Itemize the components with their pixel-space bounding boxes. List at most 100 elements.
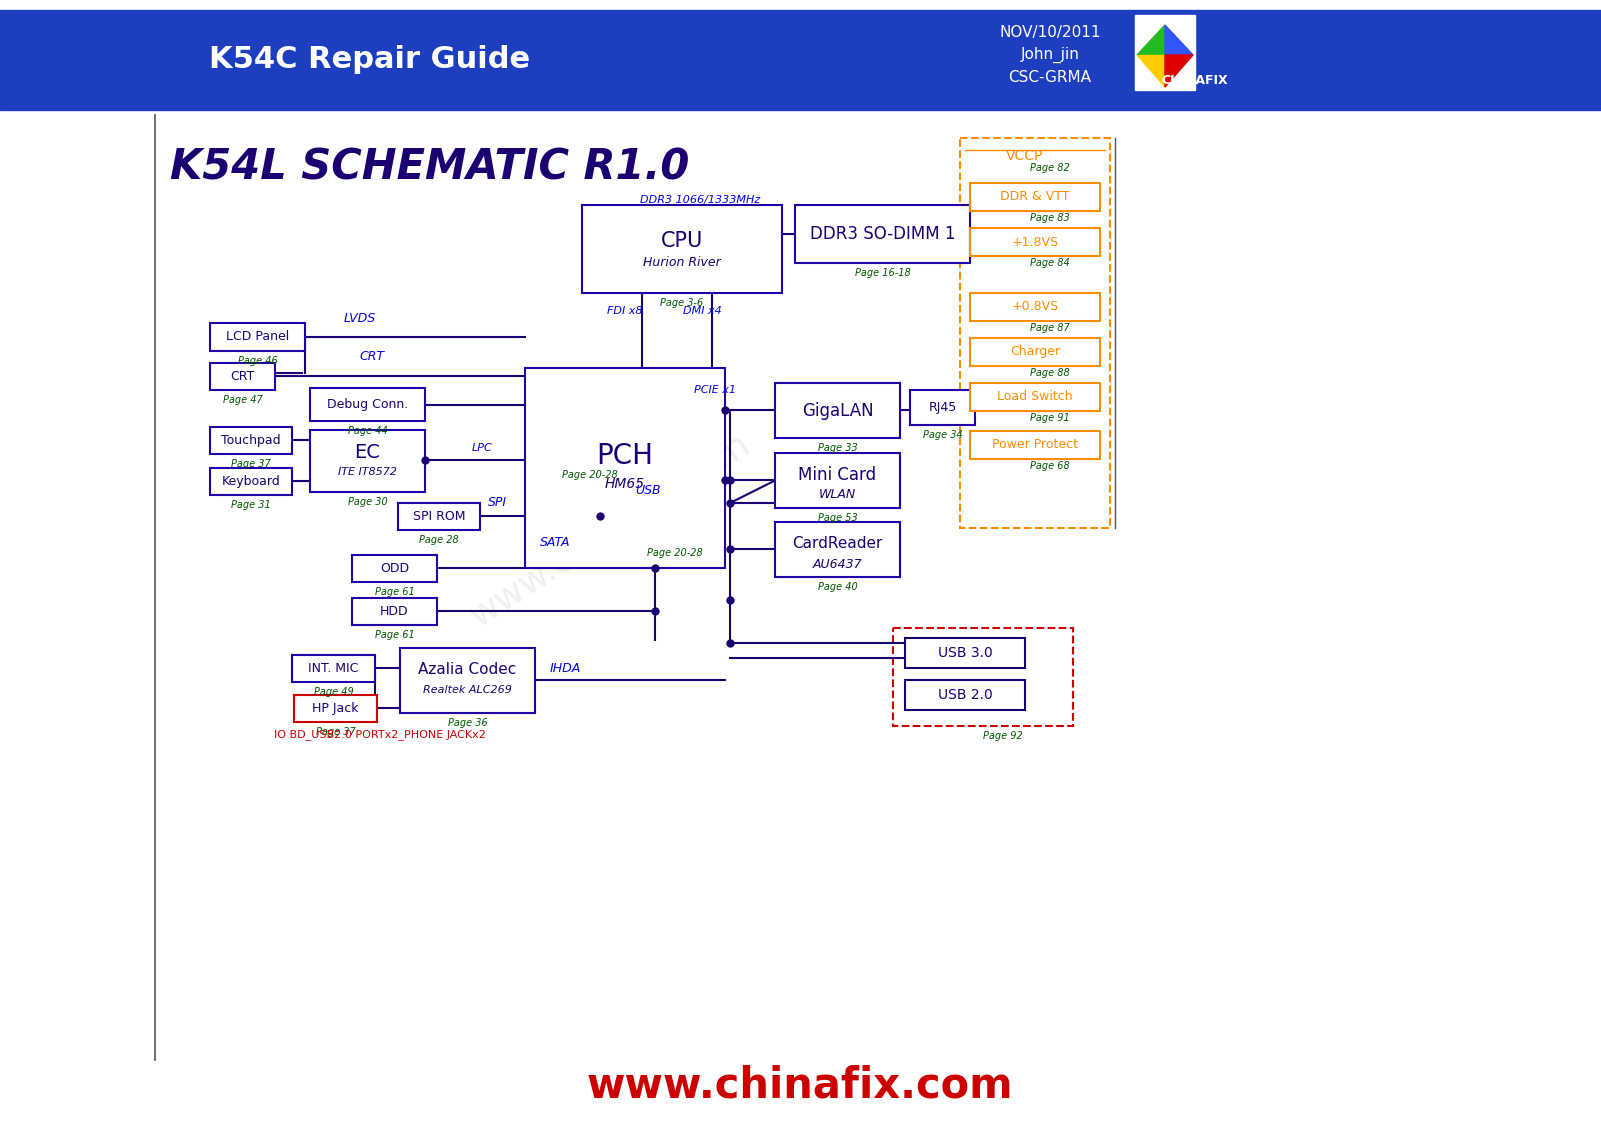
Text: www.chinafix.com: www.chinafix.com <box>586 1064 1013 1106</box>
Bar <box>210 323 306 351</box>
Text: FDI x8: FDI x8 <box>607 306 642 316</box>
Text: WLAN: WLAN <box>818 489 857 501</box>
Text: Page 44: Page 44 <box>347 426 387 436</box>
Text: Page 87: Page 87 <box>1029 323 1069 333</box>
Text: Page 92: Page 92 <box>983 731 1023 741</box>
Text: NOV/10/2011: NOV/10/2011 <box>999 25 1101 40</box>
Text: DDR & VTT: DDR & VTT <box>1001 190 1069 204</box>
Bar <box>0 10 1601 105</box>
Text: Page 16-18: Page 16-18 <box>855 268 911 278</box>
Text: Realtek ALC269: Realtek ALC269 <box>423 685 512 695</box>
Text: CRT: CRT <box>360 350 384 362</box>
Bar <box>905 680 1025 710</box>
Text: PCIE x1: PCIE x1 <box>693 385 736 395</box>
Text: Page 83: Page 83 <box>1029 213 1069 223</box>
Bar <box>796 205 970 263</box>
Text: DMI x4: DMI x4 <box>682 306 722 316</box>
Text: Charger: Charger <box>1010 345 1060 359</box>
Text: Page 88: Page 88 <box>1029 368 1069 378</box>
Text: HM65: HM65 <box>605 477 645 491</box>
Bar <box>525 368 725 568</box>
Text: Page 33: Page 33 <box>818 443 858 453</box>
Bar <box>210 468 291 495</box>
Bar <box>909 391 975 424</box>
Text: Page 30: Page 30 <box>347 497 387 507</box>
Text: AU6437: AU6437 <box>813 557 863 571</box>
Text: USB 3.0: USB 3.0 <box>938 646 993 660</box>
Bar <box>970 293 1100 321</box>
Text: Power Protect: Power Protect <box>993 438 1077 452</box>
Polygon shape <box>1166 55 1193 87</box>
Bar <box>905 638 1025 668</box>
Text: Page 34: Page 34 <box>922 430 962 440</box>
Polygon shape <box>1137 25 1166 55</box>
Text: LVDS: LVDS <box>344 311 376 325</box>
Text: SATA: SATA <box>540 537 570 549</box>
Text: VCCP: VCCP <box>1007 149 1044 163</box>
Text: +0.8VS: +0.8VS <box>1012 300 1058 314</box>
Text: Page 84: Page 84 <box>1029 258 1069 268</box>
Bar <box>399 503 480 530</box>
Text: Azalia Codec: Azalia Codec <box>418 662 517 677</box>
Bar <box>970 228 1100 256</box>
Text: CHINAFIX: CHINAFIX <box>1162 74 1228 86</box>
Text: USB 2.0: USB 2.0 <box>938 688 993 702</box>
Text: IO BD_USB2.0 PORTx2_PHONE JACKx2: IO BD_USB2.0 PORTx2_PHONE JACKx2 <box>274 729 487 740</box>
Text: Page 37: Page 37 <box>231 458 271 469</box>
Text: John_jin: John_jin <box>1020 46 1079 63</box>
Text: Page 68: Page 68 <box>1029 461 1069 471</box>
Text: DDR3 1066/1333MHz: DDR3 1066/1333MHz <box>640 195 760 205</box>
Text: Page 46: Page 46 <box>237 355 277 366</box>
Text: PCH: PCH <box>597 441 653 470</box>
Text: Page 91: Page 91 <box>1029 413 1069 423</box>
Text: Page 20-28: Page 20-28 <box>562 470 618 480</box>
Bar <box>961 138 1109 528</box>
Bar <box>583 205 781 293</box>
Polygon shape <box>1137 55 1166 87</box>
Text: Page 31: Page 31 <box>231 500 271 511</box>
Text: LCD Panel: LCD Panel <box>226 331 290 343</box>
Text: LPC: LPC <box>472 443 493 453</box>
Text: DDR3 SO-DIMM 1: DDR3 SO-DIMM 1 <box>810 225 956 243</box>
Text: Page 61: Page 61 <box>375 588 415 597</box>
Text: USB: USB <box>636 483 661 497</box>
Bar <box>893 628 1073 726</box>
Text: Touchpad: Touchpad <box>221 434 280 447</box>
Text: Debug Conn.: Debug Conn. <box>327 398 408 411</box>
Text: CPU: CPU <box>661 231 703 251</box>
Bar <box>775 453 900 508</box>
Bar <box>210 363 275 391</box>
Text: HDD: HDD <box>379 604 408 618</box>
Bar <box>311 388 424 421</box>
Text: CRT: CRT <box>231 370 255 383</box>
Bar <box>400 648 535 713</box>
Text: K54C Repair Guide: K54C Repair Guide <box>210 45 530 75</box>
Text: Load Switch: Load Switch <box>997 391 1073 403</box>
Bar <box>970 431 1100 458</box>
Bar <box>970 383 1100 411</box>
Bar <box>775 522 900 577</box>
Bar <box>0 105 1601 110</box>
Bar <box>311 430 424 492</box>
Text: Page 53: Page 53 <box>818 513 858 523</box>
Text: Page 28: Page 28 <box>419 535 459 544</box>
Text: Page 49: Page 49 <box>314 687 354 697</box>
Text: Keyboard: Keyboard <box>221 475 280 488</box>
Bar <box>291 655 375 681</box>
Text: INT. MIC: INT. MIC <box>309 662 359 675</box>
Bar <box>295 695 376 722</box>
Text: GigaLAN: GigaLAN <box>802 402 873 420</box>
Text: www.chinafix.com: www.chinafix.com <box>464 427 756 633</box>
Text: Page 3-6: Page 3-6 <box>660 298 703 308</box>
Text: Mini Card: Mini Card <box>799 466 877 484</box>
Text: Page 36: Page 36 <box>448 718 487 728</box>
Text: CSC-GRMA: CSC-GRMA <box>1009 70 1092 86</box>
Text: ODD: ODD <box>379 561 410 575</box>
Text: SPI: SPI <box>487 497 506 509</box>
Text: RJ45: RJ45 <box>929 401 957 414</box>
Bar <box>1135 15 1194 91</box>
Text: IHDA: IHDA <box>549 661 581 675</box>
Text: Page 47: Page 47 <box>223 395 263 405</box>
Bar <box>970 338 1100 366</box>
Text: K54L SCHEMATIC R1.0: K54L SCHEMATIC R1.0 <box>170 147 690 189</box>
